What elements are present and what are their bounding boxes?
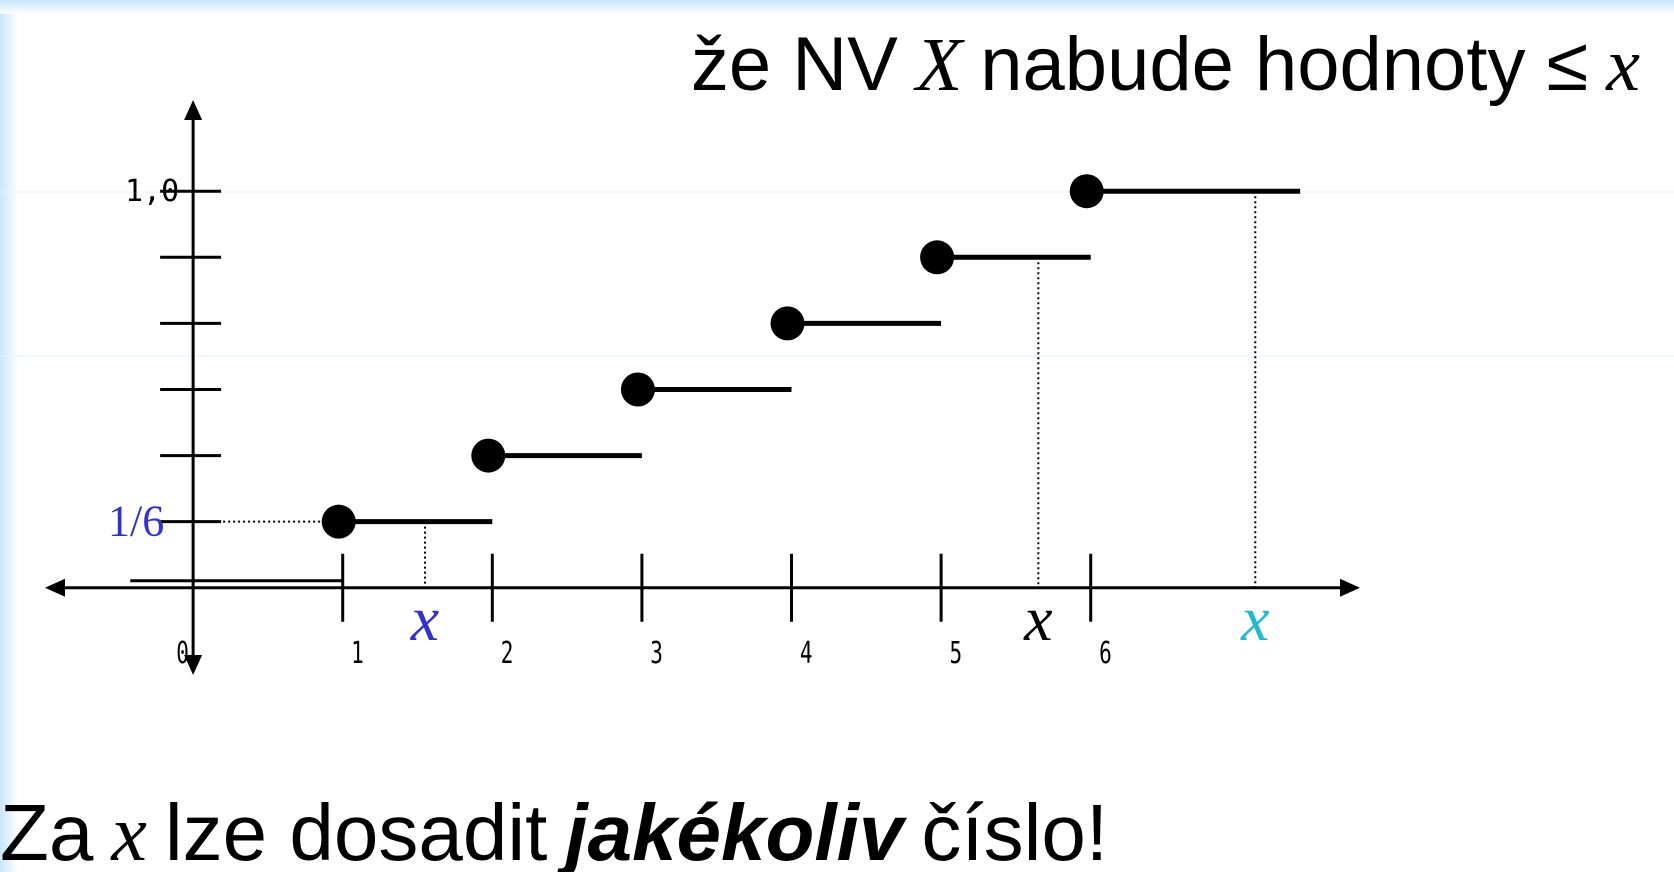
x-tick-label: 4 [800,636,813,671]
slide-footer: Za x lze dosadit jakékoliv číslo! [0,788,1108,872]
step-dot [770,306,805,341]
step-dot [620,372,655,407]
arrow [184,655,203,675]
step-dot [471,438,506,473]
text-part: nabude hodnoty ≤ [980,22,1588,107]
x-tick-label: 3 [650,636,663,671]
arrow [45,578,65,597]
text-part: Za [0,788,94,872]
arrow [1340,578,1360,597]
text-part: lze dosadit [165,788,547,872]
step-dot [1069,174,1104,209]
y-tick-label: 1/6 [108,497,164,546]
top-band [0,0,1674,14]
annotation-label: x [410,583,439,654]
text-part: x [110,790,147,872]
text-part: x [1605,23,1640,107]
arrow [184,100,203,120]
x-tick-label: 0 [176,636,189,671]
plot: 0 1 2 3 4 5 6 1/6 1,0 x x x [45,100,1360,675]
text-part: číslo! [921,788,1108,872]
x-tick-label: 2 [501,636,514,671]
left-band [0,0,18,872]
annotation-label: x [1240,583,1269,654]
text-part: že NV [691,22,898,107]
annotation-label: x [1023,583,1052,654]
step-dot [920,240,955,275]
x-tick-label: 5 [950,636,963,671]
text-part: X [913,23,965,107]
step-dot [321,504,356,539]
text-part: jakékoliv [556,788,908,872]
y-tick-label: 1,0 [125,174,179,209]
x-tick-label: 6 [1099,636,1112,671]
x-tick-label: 1 [351,636,364,671]
